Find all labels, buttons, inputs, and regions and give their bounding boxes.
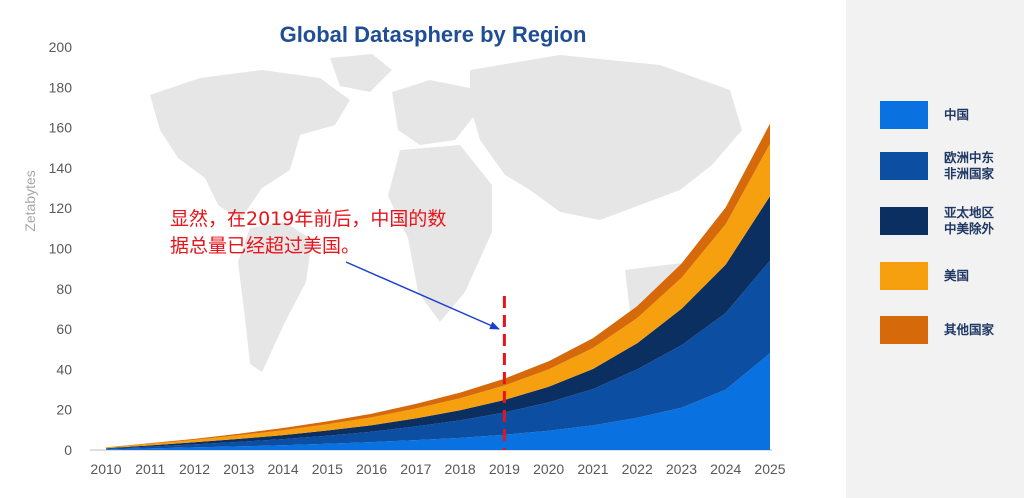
x-tick-label: 2020 — [533, 461, 564, 477]
y-tick-label: 20 — [56, 402, 72, 418]
chart-svg: 0 20 40 60 80 100 120 140 160 180 200 2010 2011 2012… — [22, 22, 786, 477]
x-tick-label: 2024 — [710, 461, 741, 477]
x-tick-label: 2013 — [223, 461, 254, 477]
y-tick-label: 100 — [49, 241, 73, 257]
x-tick-label: 2015 — [312, 461, 343, 477]
legend-label-apac: 亚太地区 中美除外 — [944, 205, 995, 236]
legend-label-emea: 欧洲中东 非洲国家 — [944, 150, 995, 181]
map-asia — [470, 55, 742, 220]
y-tick-label: 80 — [56, 281, 72, 297]
legend-item-apac: 亚太地区 中美除外 — [880, 205, 995, 236]
x-tick-label: 2025 — [754, 461, 785, 477]
y-tick-label: 140 — [49, 160, 73, 176]
y-axis-label: Zetabytes — [22, 170, 38, 231]
legend-swatch-others — [880, 316, 928, 344]
chart-title: Global Datasphere by Region — [280, 22, 587, 47]
annotation-arrow — [345, 261, 500, 330]
legend-swatch-emea — [880, 152, 928, 180]
legend-swatch-china — [880, 101, 928, 129]
y-tick-label: 60 — [56, 321, 72, 337]
map-south-america — [238, 222, 312, 372]
x-tick-label: 2022 — [622, 461, 653, 477]
legend-label-usa: 美国 — [944, 268, 970, 283]
x-tick-label: 2014 — [267, 461, 298, 477]
y-tick-label: 200 — [49, 39, 73, 55]
legend-swatch-usa — [880, 262, 928, 290]
map-europe — [392, 80, 475, 145]
map-greenland — [330, 54, 392, 92]
area-series-0 — [106, 353, 770, 450]
annotation-text-line-1: 显然，在2019年前后，中国的数 — [170, 208, 446, 230]
y-axis-ticks: 0 20 40 60 80 100 120 140 160 180 200 — [49, 39, 73, 458]
x-tick-label: 2012 — [179, 461, 210, 477]
y-tick-label: 40 — [56, 361, 72, 377]
x-axis-ticks: 2010 2011 2012 2013 2014 2015 2016 2017 2018 2019… — [90, 461, 785, 477]
x-tick-label: 2023 — [666, 461, 697, 477]
area-series-1 — [106, 260, 770, 450]
legend-label-china: 中国 — [944, 107, 970, 122]
x-tick-label: 2016 — [356, 461, 387, 477]
y-tick-label: 160 — [49, 120, 73, 136]
legend-item-china: 中国 — [880, 100, 969, 130]
y-tick-label: 180 — [49, 79, 73, 95]
x-tick-label: 2021 — [577, 461, 608, 477]
stacked-areas — [106, 123, 770, 450]
plot-panel: 0 20 40 60 80 100 120 140 160 180 200 2010 2011 2012… — [22, 22, 786, 477]
legend-item-usa: 美国 — [880, 261, 969, 291]
legend-panel: 中国 欧洲中东 非洲国家 亚太地区 中美除外 美国 其他国家 — [846, 0, 1024, 498]
legend-swatch-apac — [880, 207, 928, 235]
x-tick-label: 2011 — [135, 461, 165, 477]
legend-item-others: 其他国家 — [880, 315, 994, 345]
legend-item-emea: 欧洲中东 非洲国家 — [880, 150, 995, 181]
x-tick-label: 2010 — [90, 461, 121, 477]
x-tick-label: 2019 — [489, 461, 520, 477]
legend-label-others: 其他国家 — [944, 322, 995, 337]
y-tick-label: 0 — [64, 442, 72, 458]
x-tick-label: 2018 — [445, 461, 476, 477]
y-tick-label: 120 — [49, 200, 73, 216]
map-north-america — [150, 70, 350, 220]
x-tick-label: 2017 — [400, 461, 431, 477]
map-africa — [388, 145, 492, 322]
annotation-text-line-2: 据总量已经超过美国。 — [170, 235, 360, 257]
